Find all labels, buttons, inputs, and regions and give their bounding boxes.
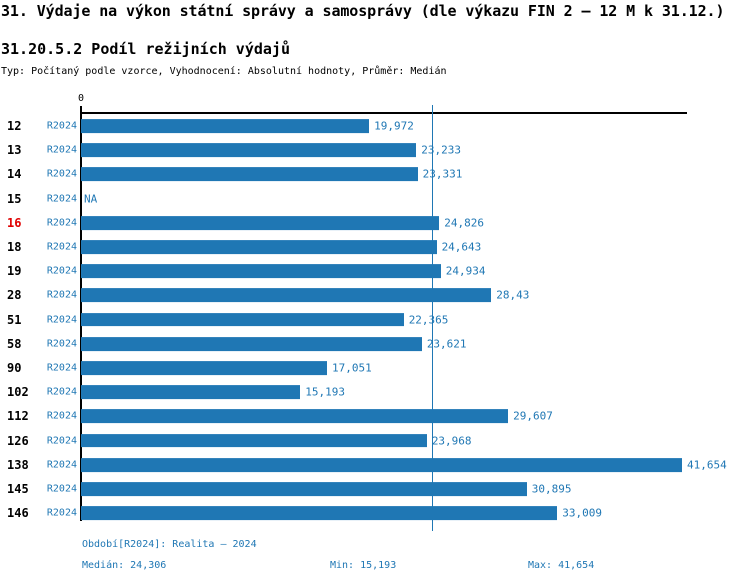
bar xyxy=(81,143,417,158)
chart-row: 146 R2024 33,009 xyxy=(0,501,750,525)
row-category-label: 90 xyxy=(7,361,22,376)
chart-row: 18 R2024 24,643 xyxy=(0,235,750,259)
row-series-label: R2024 xyxy=(46,193,77,205)
footer-median-stat: Medián: 24,306 xyxy=(82,560,167,571)
bar xyxy=(81,361,328,375)
bar-value-label: NA xyxy=(84,192,98,206)
row-series-label: R2024 xyxy=(46,168,77,180)
bar xyxy=(81,312,404,327)
bar-value-label: 23,233 xyxy=(421,143,461,157)
bar xyxy=(81,240,437,254)
row-category-label: 12 xyxy=(7,119,22,134)
row-series-label: R2024 xyxy=(46,241,77,253)
row-category-label: 58 xyxy=(7,336,22,351)
bar-value-label: 23,968 xyxy=(431,434,472,448)
row-category-label: 15 xyxy=(7,191,22,206)
bar-value-label: 28,43 xyxy=(496,288,530,302)
row-category-label: 14 xyxy=(7,167,22,182)
row-series-label: R2024 xyxy=(46,120,77,132)
row-series-label: R2024 xyxy=(46,338,77,350)
row-category-label: 146 xyxy=(7,506,29,521)
row-series-label: R2024 xyxy=(46,410,77,422)
x-axis-zero-tick-label: 0 xyxy=(77,93,85,104)
bar-value-label: 33,009 xyxy=(562,506,603,520)
bar xyxy=(81,215,440,230)
row-category-label: 18 xyxy=(7,240,22,255)
chart-row: 12 R2024 19,972 xyxy=(0,114,750,138)
footer-period: Období[R2024]: Realita – 2024 xyxy=(82,539,257,550)
bar-value-label: 17,051 xyxy=(332,361,372,375)
row-series-label: R2024 xyxy=(46,435,77,447)
bar-value-label: 19,972 xyxy=(374,119,414,133)
chart-meta: Typ: Počítaný podle vzorce, Vyhodnocení:… xyxy=(1,66,447,77)
bar xyxy=(81,167,418,182)
section-title: 31.20.5.2 Podíl režijních výdajů xyxy=(1,40,290,58)
chart-row: 138 R2024 41,654 xyxy=(0,453,750,477)
row-series-label: R2024 xyxy=(46,507,77,519)
chart-row: 13 R2024 23,233 xyxy=(0,138,750,162)
chart-row: 102 R2024 15,193 xyxy=(0,380,750,404)
chart-row: 15 R2024 NA xyxy=(0,187,750,211)
chart-row: 145 R2024 30,895 xyxy=(0,477,750,501)
row-series-label: R2024 xyxy=(46,386,77,398)
bar-value-label: 15,193 xyxy=(305,385,345,399)
bar xyxy=(81,119,370,133)
bar-value-label: 41,654 xyxy=(687,458,727,472)
bar-value-label: 24,643 xyxy=(441,240,482,254)
row-series-label: R2024 xyxy=(46,144,77,156)
row-series-label: R2024 xyxy=(46,314,77,326)
bar xyxy=(81,336,422,351)
row-series-label: R2024 xyxy=(46,362,77,374)
chart-row: 51 R2024 22,365 xyxy=(0,308,750,332)
bar xyxy=(81,385,301,400)
row-category-label: 126 xyxy=(7,433,29,448)
chart-row: 14 R2024 23,331 xyxy=(0,162,750,186)
bar-value-label: 29,607 xyxy=(513,409,553,423)
chart-row: 126 R2024 23,968 xyxy=(0,429,750,453)
bar xyxy=(81,264,441,279)
bar-value-label: 30,895 xyxy=(531,482,572,496)
row-series-label: R2024 xyxy=(46,265,77,277)
row-category-label: 28 xyxy=(7,288,22,303)
bar-value-label: 24,826 xyxy=(444,216,484,230)
bar xyxy=(81,433,427,448)
median-line xyxy=(431,105,434,531)
bar-value-label: 22,365 xyxy=(408,313,449,327)
row-category-label: 19 xyxy=(7,264,22,279)
row-category-label: 51 xyxy=(7,312,22,327)
chart-row: 58 R2024 23,621 xyxy=(0,332,750,356)
row-category-label: 145 xyxy=(7,482,29,497)
row-series-label: R2024 xyxy=(46,459,77,471)
chart-row: 90 R2024 17,051 xyxy=(0,356,750,380)
x-axis-top-line xyxy=(81,112,687,114)
bar-value-label: 24,934 xyxy=(445,264,486,278)
row-series-label: R2024 xyxy=(46,483,77,495)
footer-max-stat: Max: 41,654 xyxy=(528,560,595,571)
page-title: 31. Výdaje na výkon státní správy a samo… xyxy=(1,2,725,20)
bar xyxy=(81,288,492,303)
row-category-label: 102 xyxy=(7,385,29,400)
row-series-label: R2024 xyxy=(46,289,77,301)
bar xyxy=(81,457,682,472)
chart-row: 16 R2024 24,826 xyxy=(0,211,750,235)
bar-value-label: 23,331 xyxy=(422,167,463,181)
row-category-label: 13 xyxy=(7,143,22,158)
chart-row: 112 R2024 29,607 xyxy=(0,404,750,428)
footer-min-stat: Min: 15,193 xyxy=(330,560,397,571)
bar-value-label: 23,621 xyxy=(426,337,467,351)
row-category-label: 16 xyxy=(7,215,22,230)
row-category-label: 138 xyxy=(7,457,29,472)
chart-row: 19 R2024 24,934 xyxy=(0,259,750,283)
bar xyxy=(81,409,509,424)
row-series-label: R2024 xyxy=(46,217,77,229)
bar xyxy=(81,482,527,496)
chart-row: 28 R2024 28,43 xyxy=(0,283,750,307)
bar xyxy=(81,506,558,521)
row-category-label: 112 xyxy=(7,409,29,424)
